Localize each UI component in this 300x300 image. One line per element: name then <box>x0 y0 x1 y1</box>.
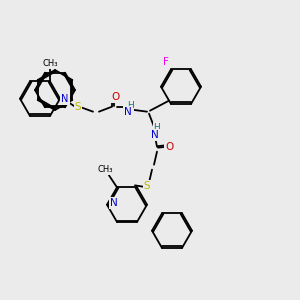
Text: N: N <box>124 107 132 117</box>
Text: H: H <box>127 101 134 110</box>
Text: S: S <box>144 181 150 191</box>
Text: N: N <box>61 94 69 104</box>
Text: CH₃: CH₃ <box>97 165 113 174</box>
Text: N: N <box>110 198 118 208</box>
Text: O: O <box>165 142 173 152</box>
Text: O: O <box>112 92 120 102</box>
Text: S: S <box>75 102 81 112</box>
Text: CH₃: CH₃ <box>42 59 58 68</box>
Text: F: F <box>163 57 169 67</box>
Text: N: N <box>151 130 159 140</box>
Text: H: H <box>154 123 160 132</box>
